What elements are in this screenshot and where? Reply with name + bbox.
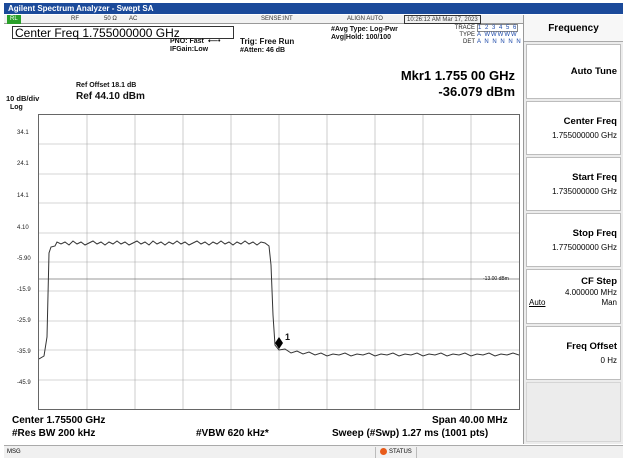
start-freq-button[interactable]: Start Freq 1.735000000 GHz <box>526 157 621 211</box>
message-bar: MSG STATUS <box>4 445 623 458</box>
stop-freq-value: 1.775000000 GHz <box>552 243 617 252</box>
marker-1-label: 1 <box>285 332 291 342</box>
status-label: STATUS <box>389 449 412 455</box>
marker-amplitude: -36.079 dBm <box>438 84 515 99</box>
y-tick-label: 14.1 <box>17 193 29 199</box>
start-freq-title: Start Freq <box>572 172 617 183</box>
freq-offset-button[interactable]: Freq Offset 0 Hz <box>526 326 621 380</box>
sense-indicator: SENSE:INT <box>261 16 293 22</box>
cf-step-mode: Auto Man <box>527 298 617 307</box>
cf-step-button[interactable]: CF Step 4.000000 MHz Auto Man <box>526 269 621 324</box>
y-tick-label: -25.9 <box>17 318 31 324</box>
pno-label: PNO: Fast <box>170 38 204 45</box>
auto-tune-button[interactable]: Auto Tune <box>526 44 621 99</box>
datetime: 10:26:12 AM Mar 17, 2023 <box>404 15 481 24</box>
pno-arrow-icon: ⟵• <box>208 38 221 45</box>
stop-freq-button[interactable]: Stop Freq 1.775000000 GHz <box>526 213 621 267</box>
limit-line-label: -13.00 dBm <box>483 276 509 282</box>
y-tick-label: -5.90 <box>17 256 31 262</box>
center-freq-title: Center Freq <box>563 116 617 127</box>
cf-step-value: 4.000000 MHz <box>564 288 617 297</box>
type-label: TYPE <box>459 32 475 38</box>
ref-offset-label: Ref Offset 18.1 dB <box>76 82 137 89</box>
y-tick-label: 34.1 <box>17 130 29 136</box>
spectrum-svg <box>38 115 520 409</box>
y-tick-label: -45.9 <box>17 380 31 386</box>
msg-label: MSG <box>7 449 21 455</box>
db-div-label: 10 dB/div <box>6 94 40 103</box>
ref-level-label: Ref 44.10 dBm <box>76 91 145 102</box>
det-values: A N N N N N <box>477 39 522 45</box>
status-button[interactable]: STATUS <box>375 447 417 458</box>
y-tick-label: -15.9 <box>17 287 31 293</box>
rf-indicator: RF <box>71 16 79 22</box>
trace-1 <box>38 240 520 360</box>
marker-frequency: Mkr1 1.755 00 GHz <box>400 68 515 83</box>
type-values: A WWWWW <box>477 32 518 38</box>
trace-values: 1 2 3 4 5 6 <box>477 24 519 32</box>
freq-offset-value: 0 Hz <box>600 356 617 365</box>
softkey-panel: Frequency Auto Tune Center Freq 1.755000… <box>523 15 623 444</box>
trace-table: TRACE 1 2 3 4 5 6 TYPE A WWWWW DET A N N N … <box>453 24 522 46</box>
freq-offset-title: Freq Offset <box>566 341 617 352</box>
marker-1-icon[interactable] <box>275 337 283 349</box>
y-tick-label: 24.1 <box>17 161 29 167</box>
window-title: Agilent Spectrum Analyzer - Swept SA <box>4 3 623 14</box>
cf-step-man-option[interactable]: Man <box>601 298 617 307</box>
mode-indicator: RL <box>7 15 21 24</box>
avg-type-label: #Avg Type: Log-Pwr <box>331 26 398 33</box>
status-row: RL RF 50 Ω AC SENSE:INT ALIGN AUTO 10:26… <box>4 15 523 24</box>
sweep-label: Sweep (#Swp) 1.27 ms (1001 pts) <box>332 428 489 439</box>
grid <box>39 115 519 409</box>
rbw-label: #Res BW 200 kHz <box>12 428 96 439</box>
status-icon <box>380 447 387 455</box>
det-label: DET <box>463 39 475 45</box>
softkey-menu-title: Frequency <box>524 15 623 42</box>
cf-step-title: CF Step <box>581 276 617 287</box>
spectrum-plot[interactable]: -13.00 dBm 1 <box>38 114 520 410</box>
auto-tune-label: Auto Tune <box>570 66 617 77</box>
log-label: Log <box>10 104 23 111</box>
span-label: Span 40.00 MHz <box>432 415 508 426</box>
center-freq-readout[interactable]: Center Freq 1.755000000 GHz <box>12 26 234 39</box>
y-tick-label: -35.9 <box>17 349 31 355</box>
stop-freq-title: Stop Freq <box>572 228 617 239</box>
vbw-label: #VBW 620 kHz* <box>196 428 269 439</box>
trig-label: Trig: Free Run <box>240 37 295 46</box>
atten-label: #Atten: 46 dB <box>240 47 286 54</box>
center-frequency-label: Center 1.75500 GHz <box>12 415 106 426</box>
center-freq-value: 1.755000000 GHz <box>552 131 617 140</box>
cf-step-auto-option[interactable]: Auto <box>529 298 546 307</box>
empty-softkey <box>526 382 621 442</box>
align-indicator: ALIGN AUTO <box>347 16 383 22</box>
coupling-indicator: AC <box>129 16 138 22</box>
center-freq-button[interactable]: Center Freq 1.755000000 GHz <box>526 101 621 155</box>
impedance-indicator: 50 Ω <box>104 16 117 22</box>
ifgain-label: IFGain:Low <box>170 46 209 53</box>
start-freq-value: 1.735000000 GHz <box>552 187 617 196</box>
trace-label: TRACE <box>454 25 475 31</box>
avg-hold-label: Avg|Hold: 100/100 <box>331 34 392 41</box>
y-tick-label: 4.10 <box>17 225 29 231</box>
